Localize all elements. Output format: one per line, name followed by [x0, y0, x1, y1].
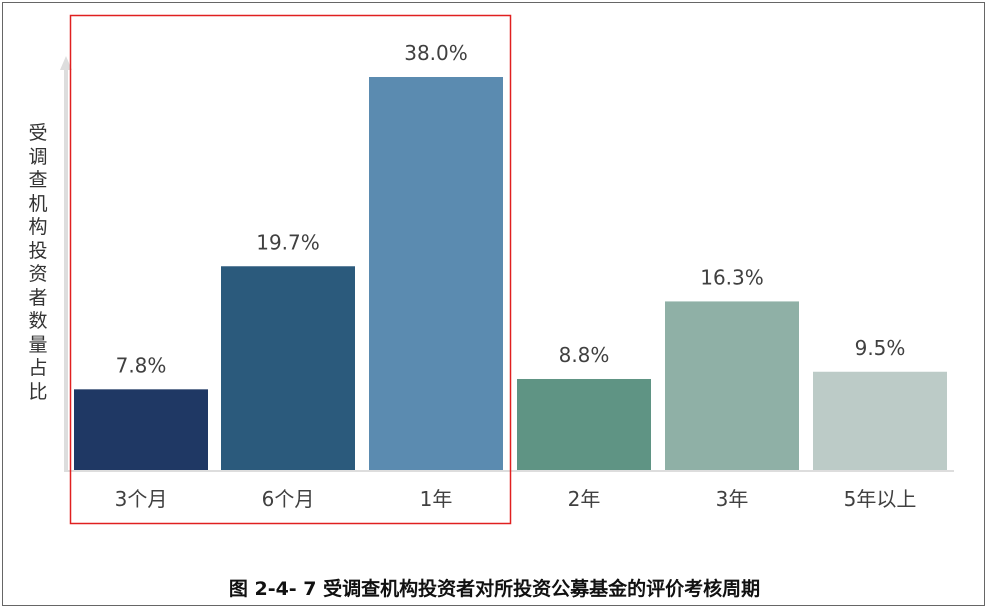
x-tick-label-1: 3个月 — [115, 487, 168, 511]
data-label-5: 16.3% — [700, 265, 764, 289]
data-label-2: 19.7% — [256, 230, 320, 254]
x-tick-label-4: 2年 — [568, 487, 601, 511]
bar-1 — [74, 389, 208, 470]
x-tick-label-5: 3年 — [716, 487, 749, 511]
y-axis-label: 受调查机构投资者数量占比 — [28, 122, 48, 403]
x-tick-label-3: 1年 — [420, 487, 453, 511]
data-label-6: 9.5% — [855, 336, 906, 360]
bar-3 — [369, 77, 503, 470]
x-tick-label-2: 6个月 — [262, 487, 315, 511]
bar-2 — [221, 266, 355, 470]
y-axis-arrow — [60, 56, 72, 70]
bar-4 — [517, 378, 651, 470]
data-label-3: 38.0% — [404, 41, 468, 65]
bar-5 — [665, 301, 799, 470]
figure-caption: 图 2-4- 7 受调查机构投资者对所投资公募基金的评价考核周期 — [228, 578, 761, 600]
bar-6 — [813, 371, 947, 470]
highlight-box — [69, 14, 512, 525]
x-tick-label-6: 5年以上 — [844, 487, 917, 511]
data-label-4: 8.8% — [559, 343, 610, 367]
data-label-1: 7.8% — [116, 353, 167, 377]
bar-chart: 7.8% 19.7% 38.0% 8.8% 16.3% 9.5% 3个月 6个月 1年 2年 3年… — [60, 14, 954, 525]
